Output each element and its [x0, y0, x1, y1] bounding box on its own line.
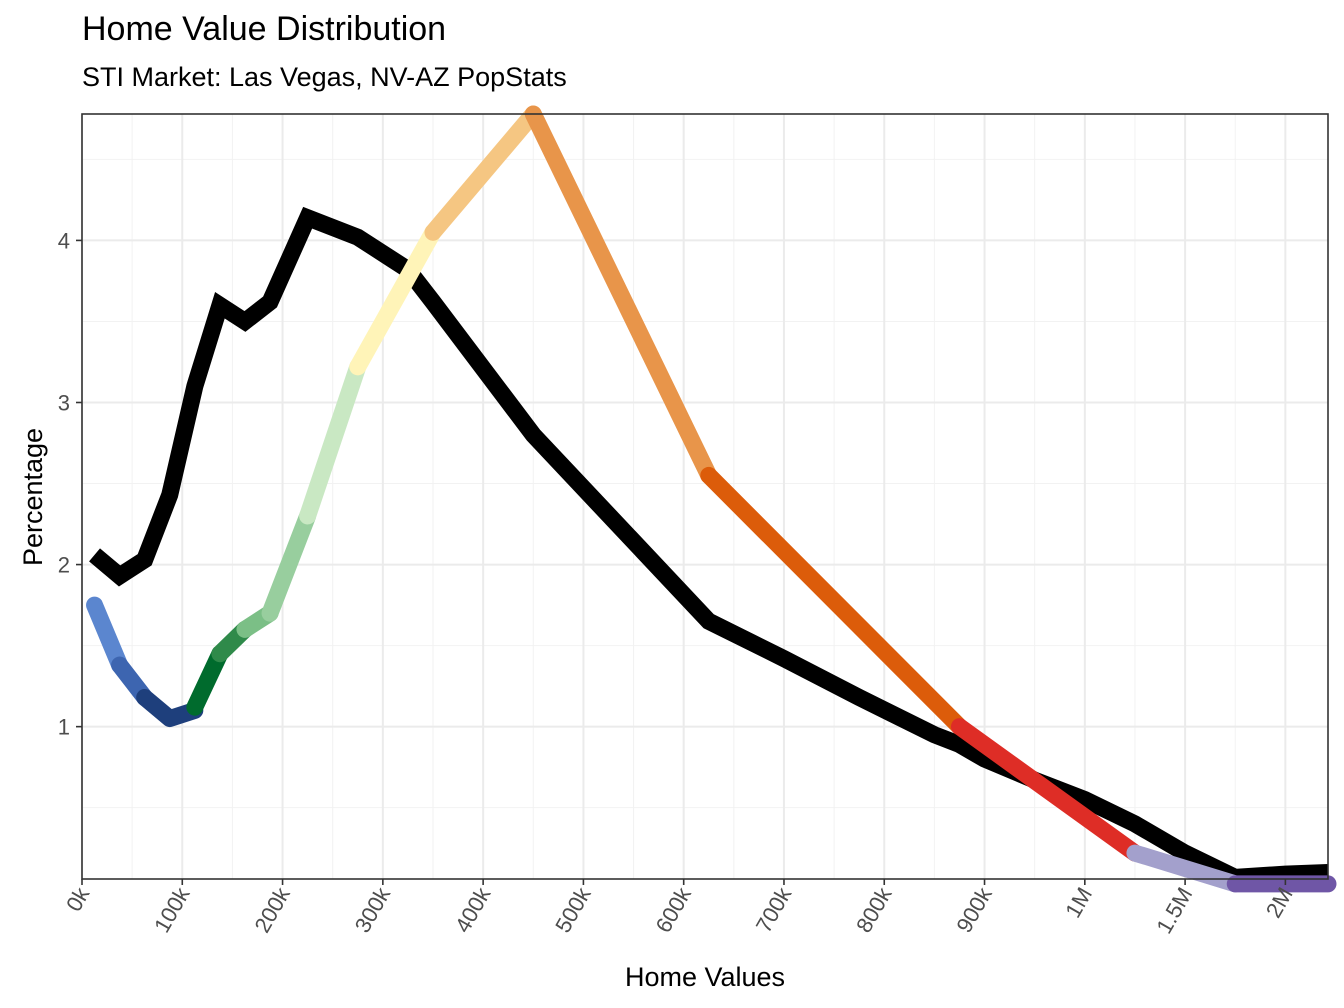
y-tick-label: 2 — [58, 553, 70, 578]
series-segment-sti-market — [424, 105, 542, 241]
series-segment-sti-market — [86, 596, 129, 674]
series-segment-sti-market — [950, 718, 1144, 862]
series-segment-sti-market — [700, 466, 968, 736]
series-layer — [86, 105, 1337, 893]
x-axis-title: Home Values — [625, 962, 785, 992]
x-tick-label: 0k — [61, 882, 95, 915]
x-tick-label: 1.5M — [1151, 883, 1197, 938]
y-tick-label: 4 — [58, 228, 70, 253]
panel-background — [82, 114, 1328, 879]
grid-layer — [81, 114, 1328, 879]
chart-title: Home Value Distribution — [82, 10, 447, 48]
x-tick-label: 100k — [149, 882, 195, 937]
series-line-popstats — [89, 206, 1329, 887]
y-tick-label: 1 — [58, 715, 70, 740]
y-axis-title: Percentage — [18, 428, 48, 566]
x-tick-label: 500k — [550, 882, 596, 937]
chart-subtitle: STI Market: Las Vegas, NV-AZ PopStats — [82, 62, 567, 92]
series-segment-sti-market — [299, 358, 367, 525]
series-segment-sti-market — [186, 645, 229, 716]
x-tick-label: 600k — [651, 882, 697, 937]
x-tick-label: 1M — [1060, 883, 1097, 922]
x-tick-label: 700k — [751, 882, 797, 937]
x-tick-label: 800k — [851, 882, 897, 937]
series-segment-sti-market — [261, 507, 317, 622]
x-tick-label: 900k — [951, 882, 997, 937]
y-tick-label: 3 — [58, 390, 70, 415]
x-tick-label: 300k — [350, 882, 396, 937]
series-segment-sti-market — [524, 105, 718, 484]
panel-border — [81, 113, 1329, 880]
x-tick-label: 400k — [450, 882, 496, 937]
series-segment-sti-market — [136, 688, 204, 728]
x-tick-label: 200k — [249, 882, 295, 937]
series-segment-sti-market — [349, 223, 442, 376]
